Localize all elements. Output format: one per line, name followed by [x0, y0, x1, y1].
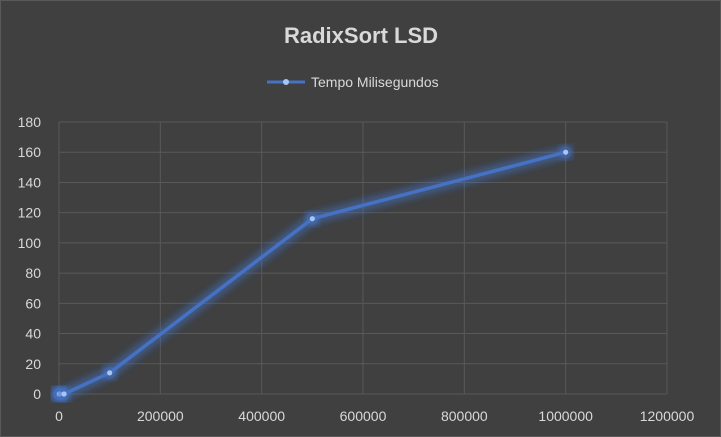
x-tick-label: 1000000 — [538, 408, 593, 424]
series-layer — [53, 146, 572, 400]
data-point[interactable] — [107, 370, 113, 376]
y-tick-label: 120 — [18, 205, 42, 221]
y-tick-label: 40 — [25, 326, 41, 342]
x-tick-label: 600000 — [340, 408, 387, 424]
gridlines — [58, 121, 668, 395]
y-tick-label: 160 — [18, 144, 42, 160]
y-tick-label: 80 — [25, 265, 41, 281]
x-tick-label: 200000 — [137, 408, 184, 424]
x-tick-label: 1200000 — [640, 408, 695, 424]
y-tick-label: 0 — [33, 386, 41, 402]
chart-title: RadixSort LSD — [284, 23, 438, 48]
x-tick-label: 400000 — [238, 408, 285, 424]
y-tick-label: 20 — [25, 356, 41, 372]
y-tick-label: 140 — [18, 174, 42, 190]
legend-label: Tempo Milisegundos — [311, 74, 439, 90]
x-tick-label: 800000 — [441, 408, 488, 424]
x-tick-label: 0 — [55, 408, 63, 424]
y-tick-label: 60 — [25, 295, 41, 311]
legend[interactable]: Tempo Milisegundos — [267, 74, 439, 90]
data-point[interactable] — [309, 216, 315, 222]
axis-ticks: 0 20 40 60 80 100 120 140 160 180 0 200000 400000 600… — [18, 114, 695, 424]
data-point[interactable] — [61, 391, 67, 397]
y-tick-label: 180 — [18, 114, 42, 130]
data-point[interactable] — [563, 149, 569, 155]
legend-marker-swatch — [283, 79, 289, 85]
y-tick-label: 100 — [18, 235, 42, 251]
